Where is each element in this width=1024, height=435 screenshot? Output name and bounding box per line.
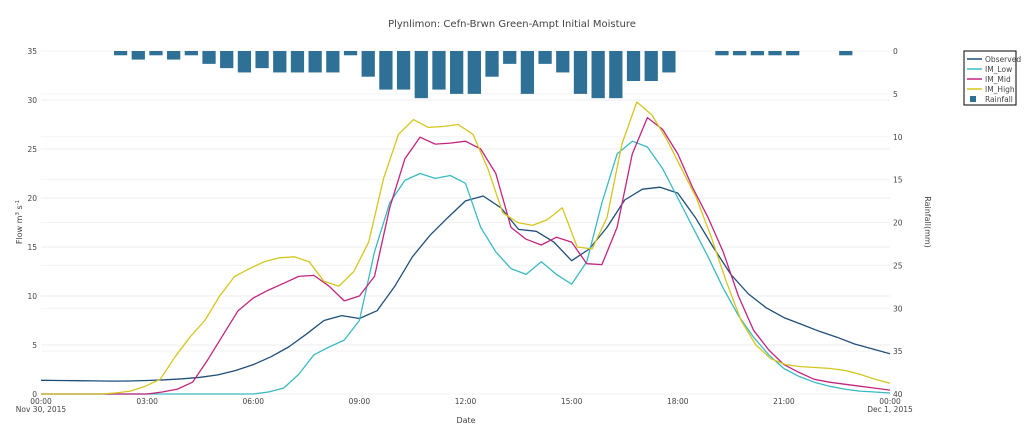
rainfall-bar bbox=[202, 51, 216, 64]
rainfall-bar bbox=[644, 51, 658, 82]
rainfall-bar bbox=[414, 51, 428, 99]
y-tick-label: 0 bbox=[32, 390, 37, 399]
rainfall-bar bbox=[573, 51, 588, 94]
rainfall-bar bbox=[290, 51, 305, 73]
rainfall-bar bbox=[609, 51, 623, 99]
rainfall-bar bbox=[184, 51, 198, 56]
y2-tick-label: 35 bbox=[893, 347, 903, 356]
y2-tick-label: 25 bbox=[893, 261, 903, 270]
rainfall-bar bbox=[149, 51, 163, 56]
y2-axis-ticks: 0 5 10 15 20 25 30 35 40 bbox=[893, 47, 903, 399]
y-tick-label: 15 bbox=[27, 243, 37, 252]
y2-tick-label: 30 bbox=[893, 304, 903, 313]
rainfall-bar bbox=[768, 51, 782, 56]
rainfall-bar bbox=[220, 51, 234, 69]
rainfall-bar bbox=[839, 51, 853, 56]
rainfall-bar bbox=[750, 51, 764, 56]
series-line-im-high bbox=[41, 101, 891, 395]
rainfall-bar bbox=[485, 51, 499, 77]
legend-swatch bbox=[970, 96, 976, 102]
x-tick-label: 12:00 bbox=[455, 397, 477, 406]
rainfall-bar bbox=[343, 51, 358, 56]
x-tick-label: 15:00 bbox=[561, 397, 583, 406]
x-tick-sublabel: Dec 1, 2015 bbox=[867, 405, 913, 414]
legend-label[interactable]: IM_Low bbox=[985, 65, 1012, 74]
y2-axis-title: Rainfall(mm) bbox=[923, 196, 932, 248]
y-tick-label: 10 bbox=[27, 292, 37, 301]
rainfall-bar bbox=[255, 51, 269, 69]
rainfall-bar bbox=[113, 51, 128, 56]
rainfall-bar bbox=[591, 51, 605, 99]
rainfall-bar bbox=[308, 51, 322, 73]
y2-tick-label: 20 bbox=[893, 219, 903, 228]
rainfall-bar bbox=[273, 51, 287, 73]
y-tick-label: 5 bbox=[32, 341, 37, 350]
legend-label[interactable]: Observed bbox=[985, 55, 1021, 64]
x-tick-label: 03:00 bbox=[136, 397, 158, 406]
rainfall-bar bbox=[556, 51, 570, 73]
chart-title: Plynlimon: Cefn-Brwn Green-Ampt Initial … bbox=[388, 19, 636, 30]
x-tick-label: 18:00 bbox=[667, 397, 689, 406]
x-tick-label: 06:00 bbox=[242, 397, 264, 406]
rainfall-bar bbox=[662, 51, 676, 73]
rainfall-bar bbox=[626, 51, 641, 82]
x-axis-title: Date bbox=[456, 416, 475, 425]
x-tick-sublabel: Nov 30, 2015 bbox=[16, 405, 67, 414]
y-axis-ticks: 0 5 10 15 20 25 30 35 bbox=[27, 47, 37, 399]
grid-lines bbox=[41, 50, 890, 395]
x-tick-label: 09:00 bbox=[349, 397, 371, 406]
rainfall-bar bbox=[715, 51, 729, 56]
rainfall-bar bbox=[450, 51, 464, 94]
x-tick-label: 21:00 bbox=[773, 397, 795, 406]
rainfall-bar bbox=[520, 51, 535, 94]
rainfall-bar bbox=[379, 51, 393, 90]
x-tick-label: 00:00 bbox=[30, 397, 52, 406]
legend-label[interactable]: IM_Mid bbox=[985, 75, 1011, 84]
y-tick-label: 25 bbox=[27, 145, 37, 154]
y-tick-label: 20 bbox=[27, 194, 37, 203]
series-line-im-mid bbox=[41, 116, 891, 395]
rainfall-bar bbox=[733, 51, 747, 56]
rainfall-bar bbox=[167, 51, 181, 60]
series-line-im-low bbox=[41, 140, 891, 395]
y2-tick-label: 40 bbox=[893, 390, 903, 399]
rainfall-bar bbox=[326, 51, 340, 73]
rainfall-bar bbox=[131, 51, 145, 60]
y-tick-label: 30 bbox=[27, 96, 37, 105]
y-tick-label: 35 bbox=[27, 47, 37, 56]
y2-tick-label: 0 bbox=[893, 47, 898, 56]
y-axis-title: Flow m3 s-1 bbox=[15, 200, 24, 244]
legend-label[interactable]: Rainfall bbox=[985, 95, 1013, 104]
rainfall-bar bbox=[538, 51, 552, 64]
y2-tick-label: 15 bbox=[893, 176, 903, 185]
x-tick-label: 00:00 bbox=[879, 397, 901, 406]
rainfall-bar bbox=[467, 51, 481, 94]
rainfall-bar bbox=[237, 51, 252, 73]
rainfall-bar bbox=[786, 51, 800, 56]
rainfall-bar bbox=[432, 51, 446, 90]
rainfall-bar bbox=[361, 51, 375, 77]
series-line-observed bbox=[40, 186, 891, 382]
y2-tick-label: 10 bbox=[893, 133, 903, 142]
rainfall-bars bbox=[113, 51, 853, 99]
rainfall-bar bbox=[396, 51, 411, 90]
y2-tick-label: 5 bbox=[893, 90, 898, 99]
flow-lines bbox=[40, 101, 891, 395]
rainfall-bar bbox=[503, 51, 517, 64]
legend-label[interactable]: IM_High bbox=[985, 85, 1015, 94]
